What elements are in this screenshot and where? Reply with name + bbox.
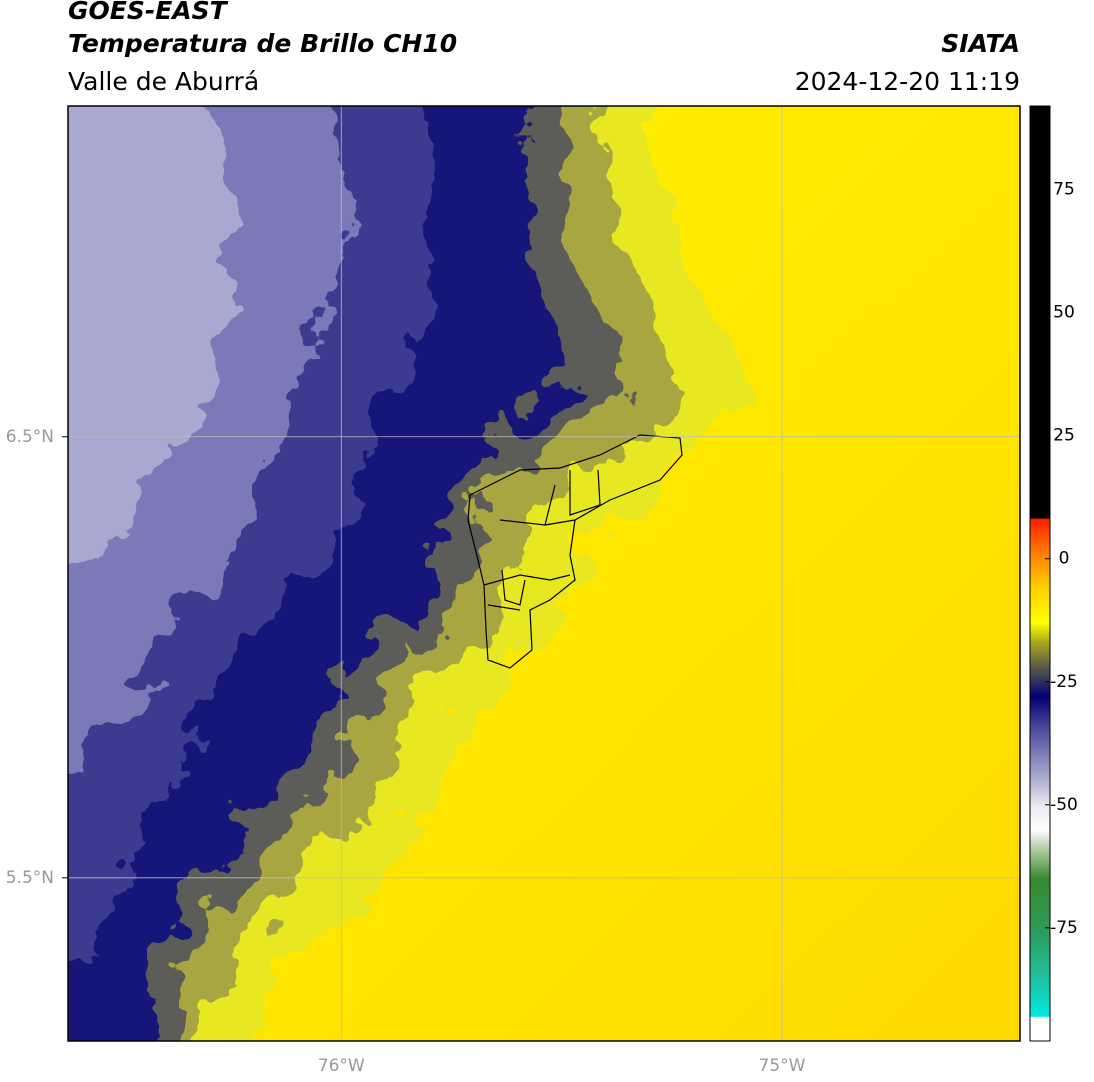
colorbar-label: 0 bbox=[1059, 549, 1070, 569]
colorbar-label: 25 bbox=[1053, 426, 1075, 446]
graticule bbox=[68, 106, 1020, 1041]
colorbar-label: -75 bbox=[1050, 918, 1078, 938]
map-frame bbox=[67, 105, 1021, 1042]
colorbar-label: -25 bbox=[1050, 672, 1078, 692]
lon-label: 76°W bbox=[318, 1056, 365, 1076]
satellite-image bbox=[68, 106, 1020, 1041]
region: Valle de Aburrá bbox=[68, 67, 259, 96]
lon-label: 75°W bbox=[759, 1056, 806, 1076]
lat-label: 6.5°N bbox=[6, 427, 54, 447]
colorbar-label: 75 bbox=[1053, 180, 1075, 200]
lat-label: 5.5°N bbox=[6, 868, 54, 888]
colorbar-label: -50 bbox=[1050, 795, 1078, 815]
title: GOES-EAST bbox=[68, 0, 229, 25]
subtitle: Temperatura de Brillo CH10 bbox=[68, 29, 457, 58]
source: SIATA bbox=[941, 29, 1020, 58]
colorbar-label: 50 bbox=[1053, 303, 1075, 323]
colorbar bbox=[1029, 105, 1051, 1042]
timestamp: 2024-12-20 11:19 bbox=[795, 67, 1020, 96]
